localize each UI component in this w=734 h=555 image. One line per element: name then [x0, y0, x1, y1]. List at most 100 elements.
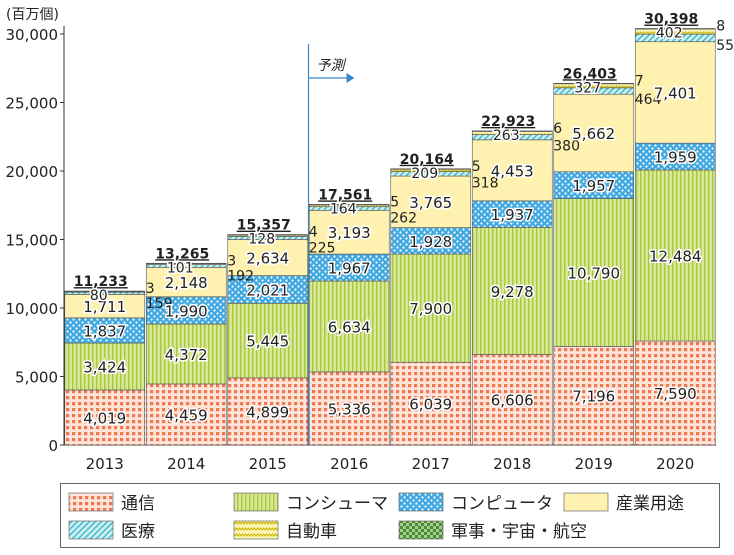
bar-segment-コンシューマ-2020: [634, 169, 716, 342]
bar-segment-コンピュータ-2017: [390, 227, 472, 255]
total-label-2013: 11,233: [74, 274, 128, 290]
data-label-自動車-2014: 101: [167, 260, 194, 276]
bar-segment-軍事・宇宙・航空-2016: [308, 204, 390, 206]
total-label-2015: 15,357: [237, 218, 291, 234]
x-tick-label-2014: 2014: [167, 455, 205, 473]
data-label-自動車-2018: 263: [493, 128, 520, 144]
data-label-医療-2013: 159: [146, 296, 173, 312]
x-tick-label-2020: 2020: [656, 455, 694, 473]
legend-swatch-コンシューマ: [233, 492, 279, 512]
data-label-通信-2014: 4,459: [165, 406, 208, 424]
x-tick-label-2015: 2015: [249, 455, 287, 473]
data-label-医療-2014: 192: [227, 269, 254, 285]
data-label-コンピュータ-2015: 2,021: [246, 281, 289, 299]
legend-swatch-通信: [68, 492, 114, 512]
bar-segment-コンシューマ-2013: [64, 342, 146, 391]
data-label-コンピュータ-2020: 1,959: [654, 149, 697, 167]
bar-segment-通信-2013: [64, 389, 146, 446]
data-label-産業用途-2013: 1,711: [83, 298, 126, 316]
y-tick-label: 0: [48, 437, 58, 455]
legend: 通信 コンシューマ コンピュータ 産業用途 医療 自動車 軍事・宇宙・航空: [60, 483, 720, 548]
bar-segment-軍事・宇宙・航空-2018: [471, 130, 553, 132]
bar-segment-コンピュータ-2013: [64, 317, 146, 344]
data-label-コンピュータ-2013: 1,837: [83, 322, 126, 340]
legend-swatch-コンピュータ: [398, 492, 444, 512]
y-tick-label: 10,000: [6, 300, 59, 318]
y-unit-label: (百万個): [6, 7, 59, 23]
total-label-2020: 30,398: [644, 12, 698, 28]
data-label-軍事・宇宙・航空-2014: 3: [227, 253, 236, 269]
data-label-コンシューマ-2020: 12,484: [649, 248, 702, 266]
data-label-産業用途-2018: 4,453: [491, 162, 534, 180]
bar-segment-コンシューマ-2017: [390, 253, 472, 363]
bar-segment-軍事・宇宙・航空-2020: [634, 28, 716, 30]
data-label-通信-2018: 6,606: [491, 392, 534, 410]
data-label-通信-2016: 5,336: [328, 400, 371, 418]
data-label-産業用途-2017: 3,765: [409, 194, 452, 212]
data-label-コンシューマ-2015: 5,445: [246, 333, 289, 351]
y-tick-label: 5,000: [15, 369, 58, 387]
data-label-コンシューマ-2019: 10,790: [568, 265, 621, 283]
legend-swatch-医療: [68, 520, 114, 540]
bar-segment-コンピュータ-2018: [471, 200, 553, 228]
bar-segment-コンピュータ-2016: [308, 253, 390, 282]
total-label-2016: 17,561: [318, 187, 372, 203]
data-label-産業用途-2014: 2,148: [165, 274, 208, 292]
bar-segment-産業用途-2019: [553, 93, 635, 173]
data-label-産業用途-2019: 5,662: [572, 125, 615, 143]
legend-label-通信: 通信: [121, 494, 155, 514]
data-label-自動車-2016: 164: [330, 201, 357, 217]
y-tick-label: 15,000: [6, 232, 59, 250]
bar-segment-軍事・宇宙・航空-2015: [227, 234, 309, 236]
data-label-軍事・宇宙・航空-2020: 8: [716, 19, 725, 35]
data-label-医療-2019: 464: [635, 92, 662, 108]
y-tick-label: 20,000: [6, 163, 59, 181]
x-tick-label-2013: 2013: [86, 455, 124, 473]
legend-label-産業用途: 産業用途: [616, 494, 684, 514]
bar-segment-産業用途-2016: [308, 210, 390, 255]
data-label-コンピュータ-2019: 1,957: [572, 177, 615, 195]
bar-segment-軍事・宇宙・航空-2013: [64, 290, 146, 293]
x-tick-label-2017: 2017: [412, 455, 450, 473]
data-label-軍事・宇宙・航空-2019: 7: [635, 73, 644, 89]
data-label-コンピュータ-2014: 1,990: [165, 302, 208, 320]
bar-segment-コンシューマ-2016: [308, 280, 390, 373]
legend-label-医療: 医療: [121, 522, 155, 542]
data-label-コンピュータ-2016: 1,967: [328, 260, 371, 278]
bars: [64, 28, 716, 446]
legend-label-コンピュータ: コンピュータ: [451, 494, 553, 514]
total-label-2017: 20,164: [400, 152, 454, 168]
data-labels: 4,0193,4241,8371,71180159311,2334,4594,3…: [74, 12, 734, 429]
bar-segment-産業用途-2017: [390, 175, 472, 228]
data-label-通信-2017: 6,039: [409, 396, 452, 414]
legend-swatch-産業用途: [563, 492, 609, 512]
total-label-2018: 22,923: [481, 114, 535, 130]
data-label-自動車-2019: 327: [574, 80, 601, 96]
bar-segment-コンピュータ-2020: [634, 142, 716, 171]
legend-swatch-軍事・宇宙・航空: [398, 520, 444, 540]
data-label-軍事・宇宙・航空-2016: 5: [390, 194, 399, 210]
data-label-コンシューマ-2016: 6,634: [328, 318, 371, 336]
legend-swatch-自動車: [233, 520, 279, 540]
y-tick-label: 30,000: [6, 26, 59, 44]
data-label-コンピュータ-2018: 1,937: [491, 206, 534, 224]
bar-segment-通信-2015: [227, 377, 309, 446]
data-label-軍事・宇宙・航空-2013: 3: [146, 281, 155, 297]
data-label-医療-2018: 380: [553, 139, 580, 155]
data-label-軍事・宇宙・航空-2015: 4: [309, 225, 318, 241]
data-label-軍事・宇宙・航空-2017: 5: [472, 159, 481, 175]
data-label-医療-2016: 262: [390, 211, 417, 227]
data-label-コンシューマ-2017: 7,900: [409, 300, 452, 318]
x-tick-label-2019: 2019: [575, 455, 613, 473]
data-label-通信-2015: 4,899: [246, 403, 289, 421]
data-label-医療-2020: 554: [716, 38, 734, 54]
stacked-bar-chart: 0 5,000 10,000 15,000 20,000 25,000 30,000 (百万個…: [6, 7, 734, 473]
data-label-コンシューマ-2013: 3,424: [83, 358, 126, 376]
bar-segment-コンシューマ-2019: [553, 198, 635, 347]
bar-segment-通信-2016: [308, 371, 390, 446]
x-tick-label-2018: 2018: [493, 455, 531, 473]
data-label-コンシューマ-2014: 4,372: [165, 346, 208, 364]
legend-label-自動車: 自動車: [286, 522, 337, 542]
legend-label-コンシューマ: コンシューマ: [286, 494, 388, 514]
